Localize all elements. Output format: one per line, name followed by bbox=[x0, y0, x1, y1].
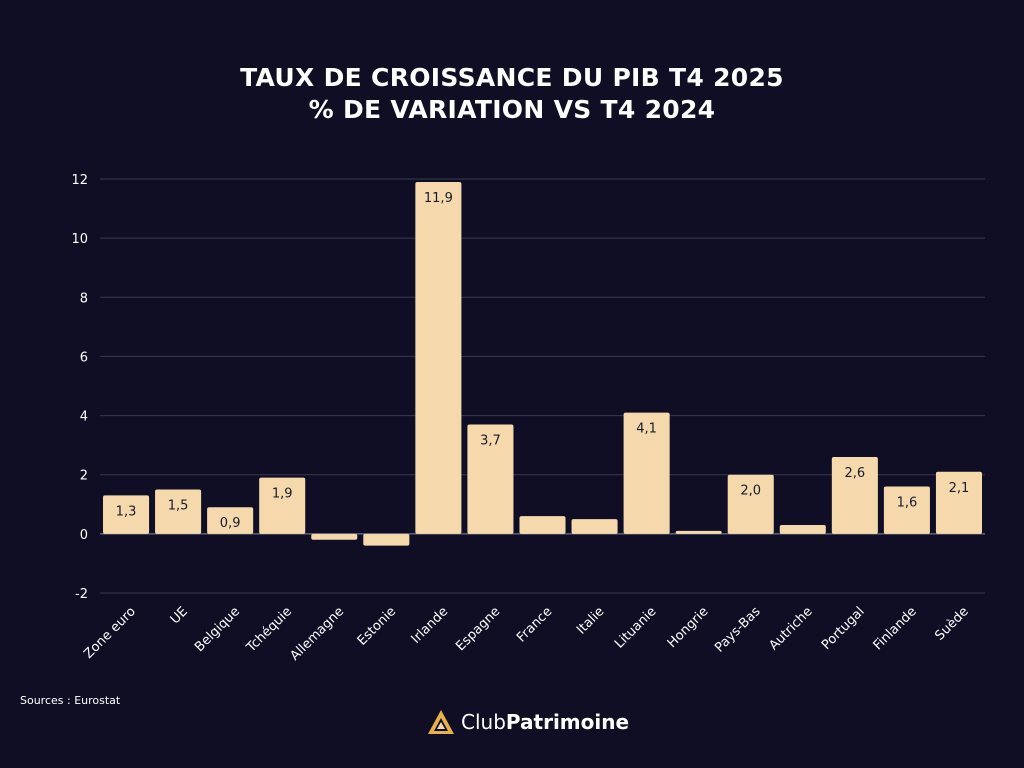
data-label: 3,7 bbox=[480, 433, 501, 448]
x-tick-label: Irlande bbox=[409, 604, 452, 647]
brand-name-part2: Patrimoine bbox=[505, 710, 630, 734]
x-tick-label: Allemagne bbox=[288, 604, 348, 664]
data-labels: 1,3 1,5 0,9 1,9 11,9 3,7 4,1 2,0 2,6 1,6 2,1 bbox=[116, 191, 970, 531]
x-tick-label: Tchéquie bbox=[243, 604, 295, 656]
data-label: 2,0 bbox=[740, 484, 761, 499]
bar bbox=[571, 519, 618, 534]
bar bbox=[467, 424, 514, 534]
x-tick-label: Espagne bbox=[453, 604, 503, 654]
data-label: 1,5 bbox=[168, 499, 189, 514]
bar bbox=[675, 530, 722, 534]
x-tick-label: Portugal bbox=[819, 604, 868, 653]
bar bbox=[831, 456, 878, 534]
data-label: 1,6 bbox=[897, 496, 918, 511]
x-tick-label: Pays-Bas bbox=[712, 604, 763, 655]
bar bbox=[103, 495, 150, 534]
triangle-logo-icon bbox=[428, 710, 454, 734]
bar bbox=[727, 474, 774, 534]
data-label: 11,9 bbox=[424, 191, 453, 206]
brand-name: ClubPatrimoine bbox=[461, 710, 629, 734]
gridlines bbox=[100, 178, 985, 594]
y-axis-ticks: -2 0 2 4 6 8 10 12 bbox=[71, 173, 88, 602]
bar bbox=[207, 507, 254, 534]
bar bbox=[363, 533, 410, 546]
x-tick-label: Finlande bbox=[871, 604, 920, 653]
y-tick-label: 6 bbox=[80, 350, 88, 365]
bar bbox=[935, 471, 982, 534]
data-label: 1,9 bbox=[272, 487, 293, 502]
y-tick-label: 4 bbox=[80, 410, 88, 425]
y-tick-label: 0 bbox=[80, 528, 88, 543]
data-label: 4,1 bbox=[636, 422, 657, 437]
bar bbox=[779, 524, 826, 534]
bar bbox=[415, 181, 462, 534]
bar bbox=[155, 489, 202, 534]
y-tick-label: -2 bbox=[75, 587, 88, 602]
x-tick-label: Zone euro bbox=[81, 604, 139, 662]
x-tick-label: UE bbox=[168, 604, 191, 627]
x-tick-label: Estonie bbox=[355, 604, 399, 648]
bar bbox=[259, 477, 306, 534]
x-tick-label: Lituanie bbox=[612, 604, 659, 651]
chart-title-line2: % DE VARIATION VS T4 2024 bbox=[308, 95, 716, 124]
y-tick-label: 10 bbox=[71, 232, 88, 247]
chart-title-line1: TAUX DE CROISSANCE DU PIB T4 2025 bbox=[240, 63, 784, 92]
bar bbox=[883, 486, 930, 534]
bar-chart: -2 0 2 4 6 8 10 12 1,3 1,5 0,9 1,9 11,9 3,7 4,1 2,0 2,6… bbox=[71, 173, 985, 664]
x-tick-label: Hongrie bbox=[665, 604, 712, 651]
source-note: Sources : Eurostat bbox=[20, 694, 121, 707]
bars bbox=[103, 181, 982, 546]
bar bbox=[623, 412, 670, 534]
y-tick-label: 2 bbox=[80, 469, 88, 484]
data-label: 2,1 bbox=[949, 481, 970, 496]
x-tick-label: Suède bbox=[932, 604, 971, 643]
x-tick-label: Autriche bbox=[766, 604, 815, 653]
bar bbox=[519, 516, 566, 534]
bar bbox=[311, 533, 358, 540]
brand-name-part1: Club bbox=[461, 710, 506, 734]
data-label: 0,9 bbox=[220, 516, 241, 531]
y-tick-label: 8 bbox=[80, 291, 88, 306]
chart-title: TAUX DE CROISSANCE DU PIB T4 2025 % DE V… bbox=[0, 62, 1024, 126]
brand-logo: ClubPatrimoine bbox=[427, 706, 629, 738]
y-tick-label: 12 bbox=[71, 173, 88, 188]
data-label: 2,6 bbox=[845, 466, 866, 481]
data-label: 1,3 bbox=[116, 504, 137, 519]
x-tick-label: France bbox=[514, 604, 555, 645]
x-tick-label: Belgique bbox=[192, 604, 243, 655]
x-tick-label: Italie bbox=[574, 604, 607, 637]
